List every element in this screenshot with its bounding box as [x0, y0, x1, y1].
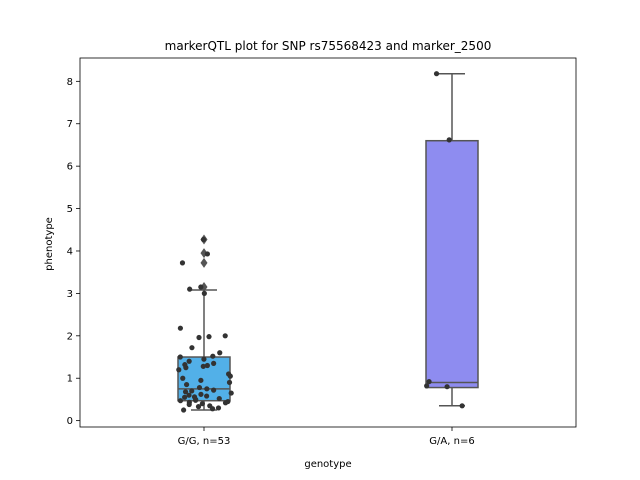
data-point: [426, 379, 432, 385]
x-tick-label: G/G, n=53: [178, 436, 231, 447]
data-point: [189, 388, 195, 394]
data-point: [181, 407, 187, 413]
data-point: [226, 379, 233, 386]
y-tick-label: 4: [67, 246, 73, 257]
data-point: [215, 405, 222, 411]
data-point: [204, 251, 211, 257]
data-point: [186, 358, 192, 364]
data-point: [446, 137, 452, 143]
data-point: [204, 386, 210, 392]
data-point: [209, 406, 216, 412]
data-point: [198, 377, 204, 383]
data-point: [206, 334, 212, 340]
plot-area: [176, 71, 479, 413]
data-point: [222, 333, 228, 339]
data-point: [198, 391, 204, 397]
data-point: [222, 400, 229, 406]
data-point: [189, 345, 195, 351]
data-point: [201, 290, 207, 296]
data-point: [228, 390, 234, 396]
data-point: [183, 381, 190, 388]
x-tick-label: G/A, n=6: [429, 436, 474, 447]
x-axis-label: genotype: [304, 459, 351, 470]
data-point: [183, 365, 189, 371]
y-tick-label: 7: [67, 119, 73, 130]
y-axis-label: phenotype: [44, 217, 55, 271]
data-point: [217, 350, 223, 356]
outlier-marker: [200, 282, 208, 293]
plot-frame: [79, 57, 577, 428]
data-point: [177, 398, 184, 404]
data-point: [179, 260, 186, 266]
data-point: [176, 367, 182, 373]
y-tick-label: 3: [67, 289, 73, 300]
data-point: [196, 334, 202, 341]
data-point: [187, 286, 193, 292]
data-point: [198, 284, 204, 290]
data-point: [211, 360, 217, 366]
y-tick-label: 5: [67, 204, 73, 215]
data-point: [201, 356, 207, 362]
y-tick-label: 2: [67, 331, 73, 342]
chart-title: markerQTL plot for SNP rs75568423 and ma…: [165, 39, 492, 53]
data-point: [177, 325, 183, 331]
data-point: [182, 394, 188, 400]
data-point: [433, 71, 440, 77]
data-point: [210, 353, 216, 359]
data-point: [459, 403, 465, 409]
data-point: [195, 404, 202, 410]
data-point: [199, 401, 205, 407]
y-tick-label: 1: [67, 374, 73, 385]
data-point: [186, 392, 192, 398]
data-point: [204, 362, 210, 369]
data-point: [204, 393, 210, 399]
data-point: [180, 375, 186, 381]
data-point: [182, 389, 189, 395]
outlier-marker: [200, 257, 208, 268]
data-point: [211, 387, 217, 393]
data-point: [227, 373, 233, 379]
data-point: [200, 236, 207, 243]
data-point: [196, 384, 203, 391]
box: [425, 139, 479, 389]
y-tick-label: 0: [67, 416, 73, 427]
data-point: [177, 354, 183, 360]
data-point: [424, 383, 430, 389]
y-tick-label: 8: [67, 77, 73, 88]
data-point: [200, 363, 206, 369]
data-point: [186, 401, 192, 408]
y-tick-label: 6: [67, 162, 73, 173]
data-point: [193, 397, 199, 403]
data-point: [216, 395, 222, 402]
data-point: [444, 384, 450, 390]
